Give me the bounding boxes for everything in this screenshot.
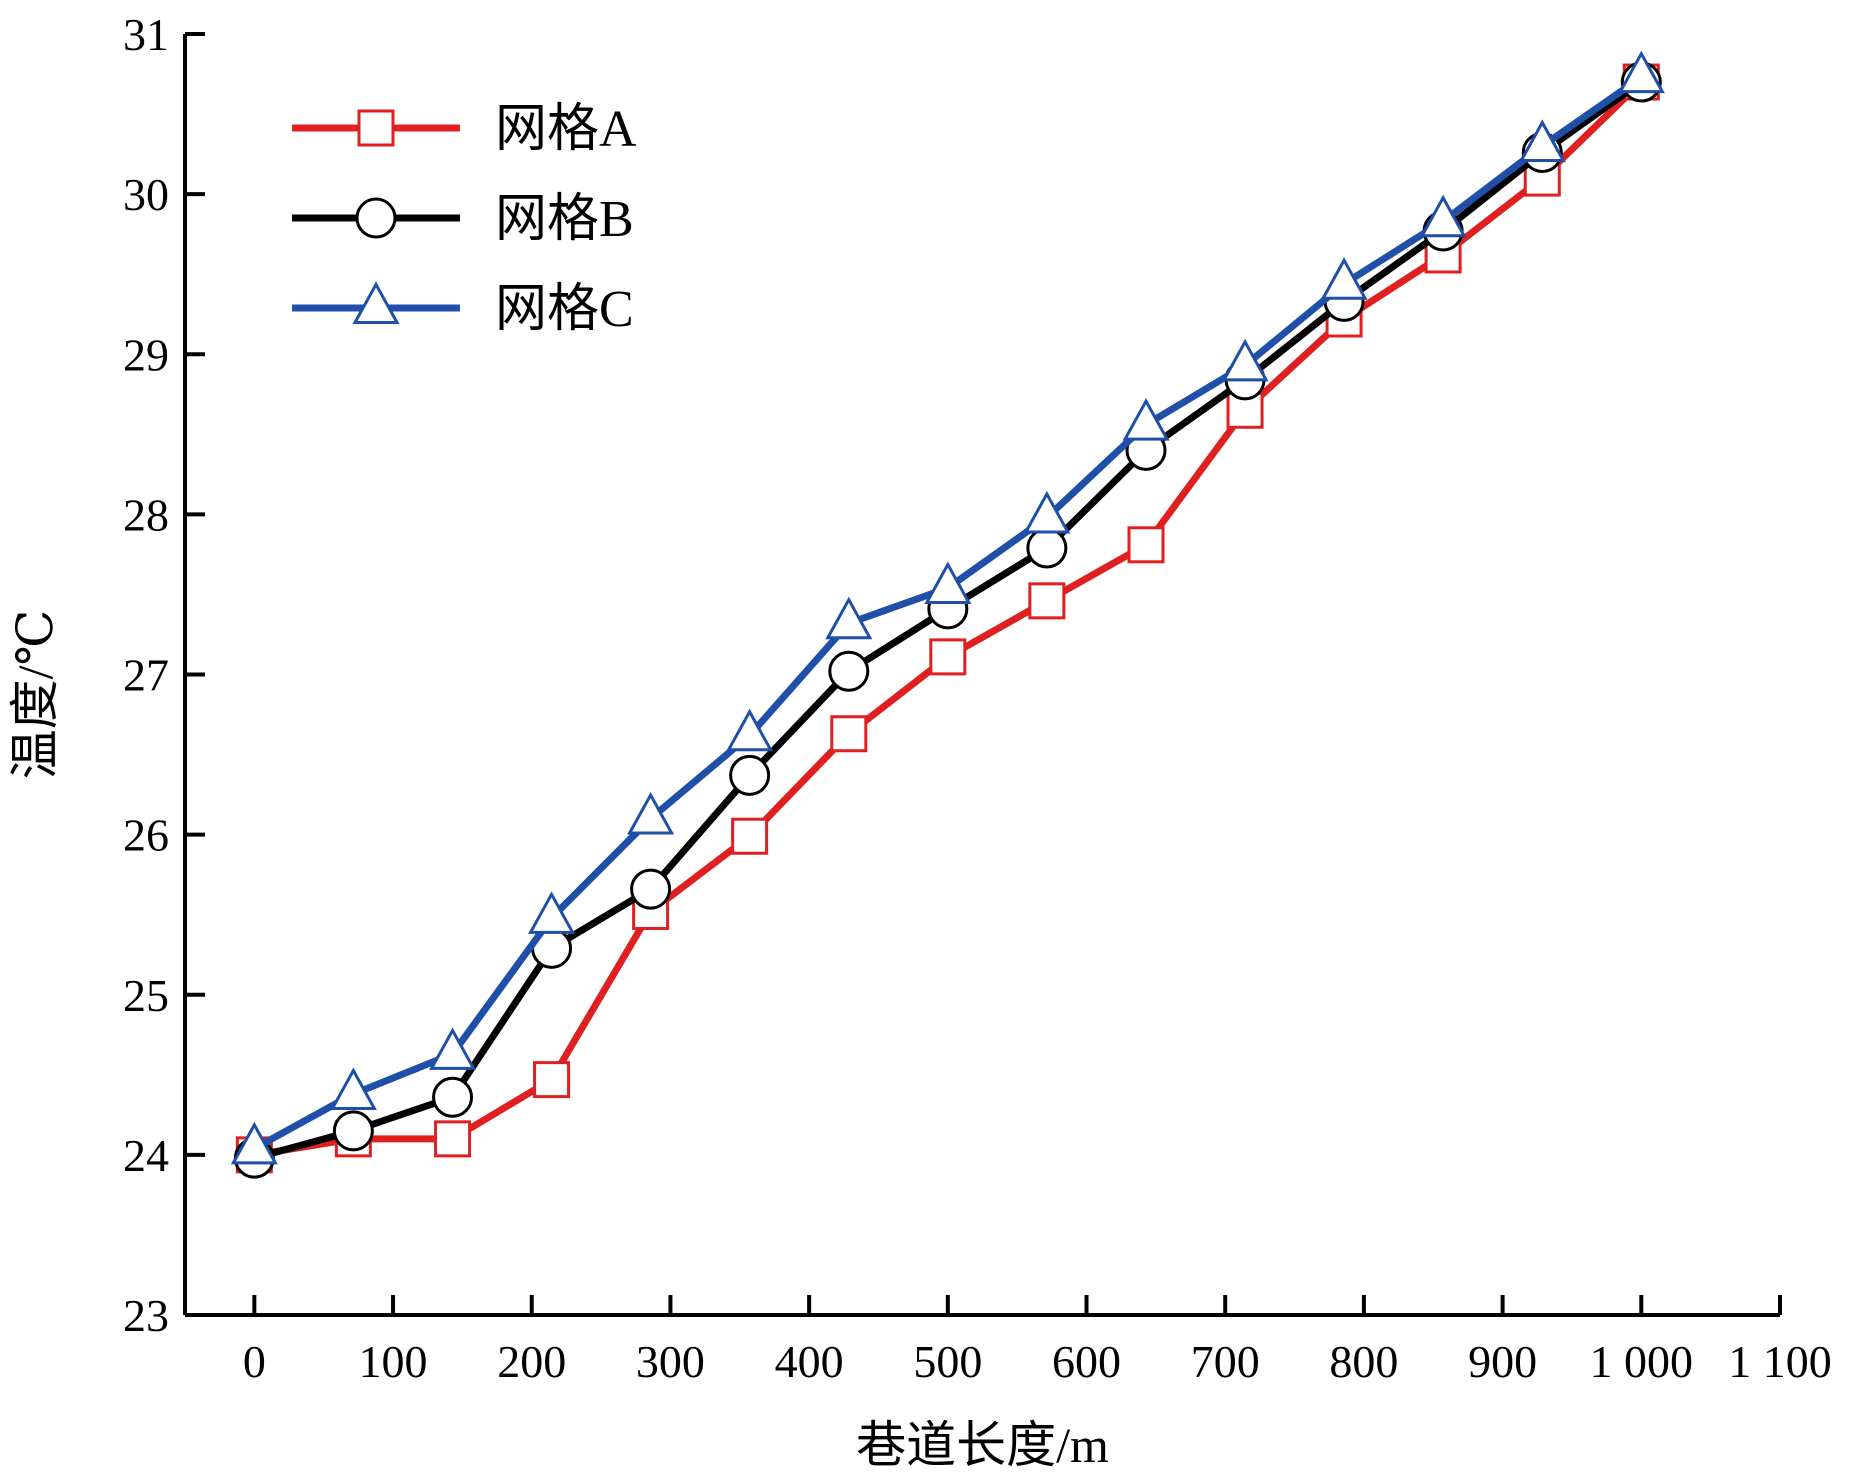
data-point: [731, 817, 769, 855]
y-tick-label: 30: [123, 169, 169, 220]
data-point: [1026, 527, 1068, 569]
x-tick-label: 1 100: [1728, 1336, 1832, 1387]
data-point: [329, 1067, 377, 1110]
y-tick-label: 28: [123, 489, 169, 540]
data-point: [432, 1076, 474, 1118]
data-point: [630, 868, 672, 910]
y-tick-label: 23: [123, 1290, 169, 1341]
x-ticks: 0 100 200 300 400 500 600 700 800 900 1 000 1 100: [243, 1295, 1832, 1387]
x-tick-label: 1 000: [1590, 1336, 1694, 1387]
data-point: [828, 650, 870, 692]
axes: [183, 34, 1780, 1317]
y-tick-label: 27: [123, 650, 169, 701]
data-point: [528, 891, 576, 934]
y-tick-label: 31: [123, 9, 169, 60]
x-tick-label: 500: [913, 1336, 982, 1387]
data-point: [429, 1027, 477, 1070]
x-tick-label: 900: [1468, 1336, 1537, 1387]
legend: 网格A 网格B 网格C: [292, 101, 637, 338]
data-point: [825, 596, 873, 640]
x-tick-label: 300: [636, 1336, 705, 1387]
data-point: [1028, 582, 1066, 620]
data-point: [1122, 398, 1170, 441]
data-point: [1518, 119, 1566, 163]
data-point: [924, 561, 972, 604]
data-point: [533, 1061, 571, 1099]
data-point: [929, 638, 967, 676]
legend-label: 网格A: [495, 101, 637, 158]
x-tick-label: 800: [1329, 1336, 1398, 1387]
data-point: [1221, 338, 1269, 382]
x-tick-label: 400: [775, 1336, 844, 1387]
legend-label: 网格B: [495, 191, 634, 248]
data-point: [1127, 526, 1165, 564]
data-point: [1617, 50, 1665, 94]
legend-label: 网格C: [495, 281, 634, 338]
legend-item: 网格B: [292, 191, 634, 248]
legend-item: 网格C: [292, 281, 634, 338]
legend-marker: [355, 197, 397, 239]
x-tick-label: 200: [497, 1336, 566, 1387]
data-point: [434, 1120, 472, 1158]
data-point: [230, 1121, 278, 1165]
y-ticks: 23 24 25 26 27 28 29 30 31: [123, 9, 205, 1341]
x-tick-label: 100: [359, 1336, 428, 1387]
legend-item: 网格A: [292, 101, 637, 158]
data-point: [1023, 490, 1071, 534]
y-tick-label: 24: [123, 1130, 169, 1181]
y-axis-title: 温度/℃: [7, 610, 63, 780]
legend-marker: [357, 109, 395, 147]
data-point: [627, 791, 675, 835]
series-3: [230, 50, 1665, 1165]
data-point: [726, 708, 774, 752]
data-point: [1419, 194, 1467, 238]
data-point: [332, 1110, 374, 1152]
data-point: [1320, 257, 1368, 300]
series-group: [230, 50, 1665, 1179]
y-tick-label: 29: [123, 329, 169, 380]
x-axis-title: 巷道长度/m: [856, 1417, 1109, 1473]
data-point: [729, 754, 771, 796]
x-tick-label: 700: [1191, 1336, 1260, 1387]
y-tick-label: 25: [123, 970, 169, 1021]
data-point: [830, 715, 868, 753]
legend-marker: [352, 281, 400, 324]
x-tick-label: 600: [1052, 1336, 1121, 1387]
x-tick-label: 0: [243, 1336, 266, 1387]
y-tick-label: 26: [123, 810, 169, 861]
